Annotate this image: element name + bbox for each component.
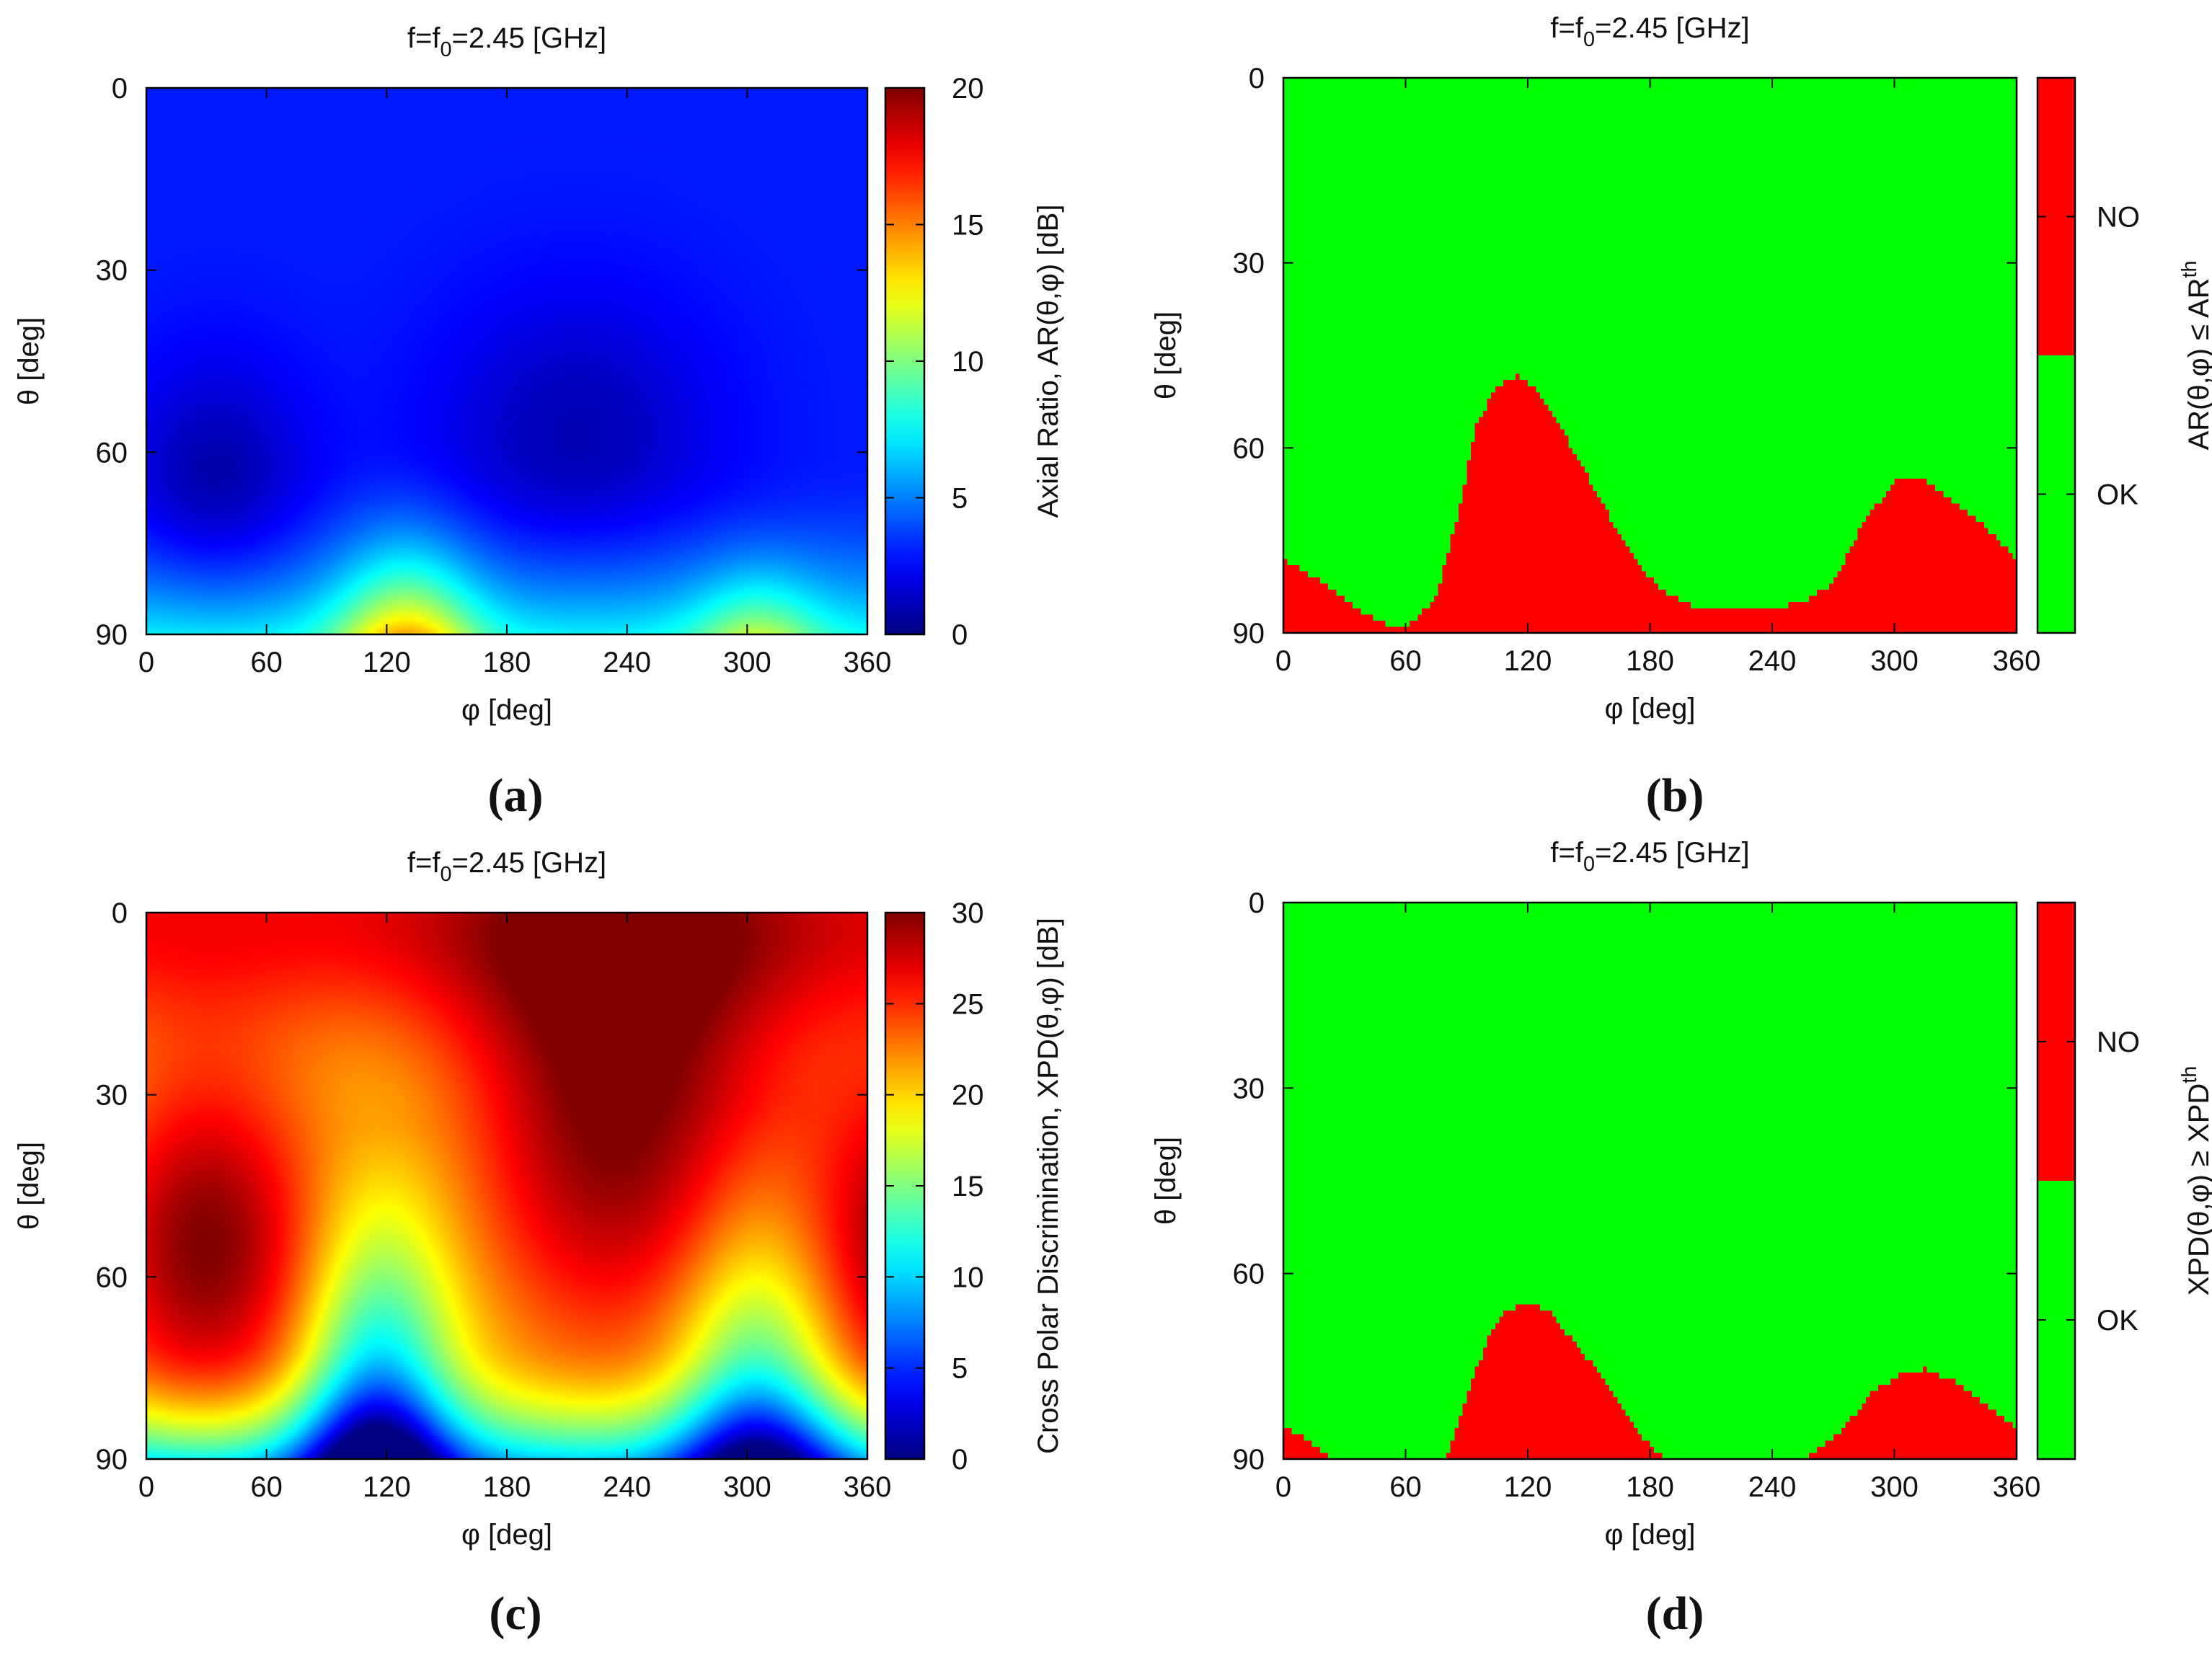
heatmap-a xyxy=(146,88,867,634)
colorbar-tick-label-a-15: 15 xyxy=(952,210,984,241)
y-tick-label-a-60: 60 xyxy=(96,437,128,469)
x-tick-label-d-60: 60 xyxy=(1389,1471,1422,1503)
colorbar-cat-no-d: NO xyxy=(2097,1027,2140,1058)
title-b: f=f0=2.45 [GHz] xyxy=(1550,12,1749,51)
x-tick-label-b-180: 180 xyxy=(1626,645,1674,677)
x-tick-label-d-360: 360 xyxy=(1993,1471,2041,1503)
x-tick-label-c-360: 360 xyxy=(844,1471,892,1503)
colorbar-label-a: Axial Ratio, AR(θ,φ) [dB] xyxy=(1032,205,1064,518)
heatmap-d xyxy=(1283,903,2017,1459)
y-tick-label-a-30: 30 xyxy=(96,255,128,287)
x-tick-label-c-180: 180 xyxy=(483,1471,531,1503)
colorbar-cat-ok-d: OK xyxy=(2097,1305,2138,1336)
colorbar-b: NO OK AR(θ,φ) ≤ ARth xyxy=(2036,76,2212,634)
x-tick-label-b-240: 240 xyxy=(1748,645,1797,677)
colorbar-a: 0 5 10 15 20 Axial Ratio, AR(θ,φ) [dB] xyxy=(884,73,1064,651)
colorbar-tick-label-a-0: 0 xyxy=(952,619,968,651)
x-axis-label-c: φ [deg] xyxy=(461,1519,552,1551)
colorbar-tick-label-c-15: 15 xyxy=(952,1171,984,1202)
x-tick-label-a-300: 300 xyxy=(723,647,771,678)
x-tick-label-a-180: 180 xyxy=(483,647,531,678)
colorbar-frame-d xyxy=(2036,901,2076,1460)
x-axis-label-b: φ [deg] xyxy=(1604,693,1695,724)
colorbar-label-b: AR(θ,φ) ≤ ARth xyxy=(2178,260,2212,450)
panel-caption-d: (d) xyxy=(1646,1587,1704,1640)
x-axis-label-d: φ [deg] xyxy=(1604,1519,1695,1551)
y-tick-label-c-0: 0 xyxy=(112,897,128,929)
heatmap-c xyxy=(146,913,867,1459)
panel-b: 0 60 120 180 240 300 360 0 30 60 90 f=f0=2.45 [GHz]… xyxy=(1150,12,2212,822)
colorbar-tick-label-c-30: 30 xyxy=(952,897,984,929)
x-tick-label-c-120: 120 xyxy=(363,1471,411,1503)
title-c: f=f0=2.45 [GHz] xyxy=(407,847,606,886)
colorbar-tick-label-a-5: 5 xyxy=(952,483,968,515)
x-tick-label-c-300: 300 xyxy=(723,1471,771,1503)
colorbar-c: 0 5 10 15 20 25 30 Cross Polar Discrimination, … xyxy=(884,897,1064,1476)
y-tick-label-d-90: 90 xyxy=(1233,1444,1265,1476)
x-tick-label-c-240: 240 xyxy=(603,1471,651,1503)
x-tick-label-a-120: 120 xyxy=(363,647,411,678)
colorbar-tick-label-c-5: 5 xyxy=(952,1353,968,1385)
x-tick-label-c-60: 60 xyxy=(250,1471,283,1503)
colorbar-d: NO OK XPD(θ,φ) ≥ XPDth xyxy=(2036,901,2212,1460)
y-axis-label-c: θ [deg] xyxy=(13,1142,45,1230)
x-tick-label-d-300: 300 xyxy=(1870,1471,1919,1503)
heatmap-b xyxy=(1283,78,2017,633)
y-axis-label-b: θ [deg] xyxy=(1150,311,1182,399)
y-tick-label-b-30: 30 xyxy=(1233,248,1265,280)
y-tick-label-b-60: 60 xyxy=(1233,433,1265,464)
x-axis-label-a: φ [deg] xyxy=(461,694,552,726)
title-d: f=f0=2.45 [GHz] xyxy=(1550,837,1749,876)
x-tick-label-b-300: 300 xyxy=(1870,645,1919,677)
y-tick-label-c-60: 60 xyxy=(96,1262,128,1293)
y-tick-label-a-90: 90 xyxy=(96,619,128,651)
y-tick-label-d-60: 60 xyxy=(1233,1259,1265,1290)
x-tick-label-d-120: 120 xyxy=(1504,1471,1552,1503)
colorbar-cat-ok-b: OK xyxy=(2097,479,2138,511)
x-tick-label-b-0: 0 xyxy=(1275,645,1291,677)
y-axis-label-a: θ [deg] xyxy=(13,317,45,405)
panel-d: 0 60 120 180 240 300 360 0 30 60 90 f=f0=2.45 [GHz]… xyxy=(1150,837,2212,1640)
x-tick-label-a-360: 360 xyxy=(844,647,892,678)
y-tick-label-c-90: 90 xyxy=(96,1444,128,1476)
x-tick-label-a-0: 0 xyxy=(138,647,154,678)
colorbar-label-c: Cross Polar Discrimination, XPD(θ,φ) [dB… xyxy=(1032,918,1064,1454)
y-tick-label-d-0: 0 xyxy=(1249,887,1265,919)
x-tick-label-c-0: 0 xyxy=(138,1471,154,1503)
x-tick-label-d-180: 180 xyxy=(1626,1471,1674,1503)
colorbar-label-d: XPD(θ,φ) ≥ XPDth xyxy=(2178,1066,2212,1296)
colorbar-tick-label-c-20: 20 xyxy=(952,1080,984,1112)
x-tick-label-b-360: 360 xyxy=(1993,645,2041,677)
y-tick-label-c-30: 30 xyxy=(96,1080,128,1112)
x-tick-label-d-240: 240 xyxy=(1748,1471,1797,1503)
y-axis-label-d: θ [deg] xyxy=(1150,1137,1182,1225)
x-tick-label-d-0: 0 xyxy=(1275,1471,1291,1503)
colorbar-tick-label-a-20: 20 xyxy=(952,73,984,105)
x-tick-label-a-240: 240 xyxy=(603,647,651,678)
panel-caption-b: (b) xyxy=(1646,769,1704,822)
x-tick-label-a-60: 60 xyxy=(250,647,283,678)
y-tick-label-d-30: 30 xyxy=(1233,1073,1265,1104)
colorbar-tick-label-a-10: 10 xyxy=(952,346,984,378)
panel-caption-c: (c) xyxy=(489,1587,541,1640)
colorbar-tick-label-c-0: 0 xyxy=(952,1444,968,1476)
colorbar-tick-label-c-25: 25 xyxy=(952,988,984,1020)
colorbar-cat-no-b: NO xyxy=(2097,202,2140,234)
panel-caption-a: (a) xyxy=(488,769,544,822)
panel-a: 0 60 120 180 240 300 360 0 30 60 90 f=f0=2.45 [GHz]… xyxy=(13,22,1064,822)
x-tick-label-b-120: 120 xyxy=(1504,645,1552,677)
y-tick-label-a-0: 0 xyxy=(112,73,128,105)
x-tick-label-b-60: 60 xyxy=(1389,645,1422,677)
colorbar-tick-label-c-10: 10 xyxy=(952,1262,984,1293)
y-tick-label-b-0: 0 xyxy=(1249,63,1265,94)
colorbar-frame-b xyxy=(2036,76,2076,634)
title-a: f=f0=2.45 [GHz] xyxy=(407,22,606,61)
y-tick-label-b-90: 90 xyxy=(1233,618,1265,650)
